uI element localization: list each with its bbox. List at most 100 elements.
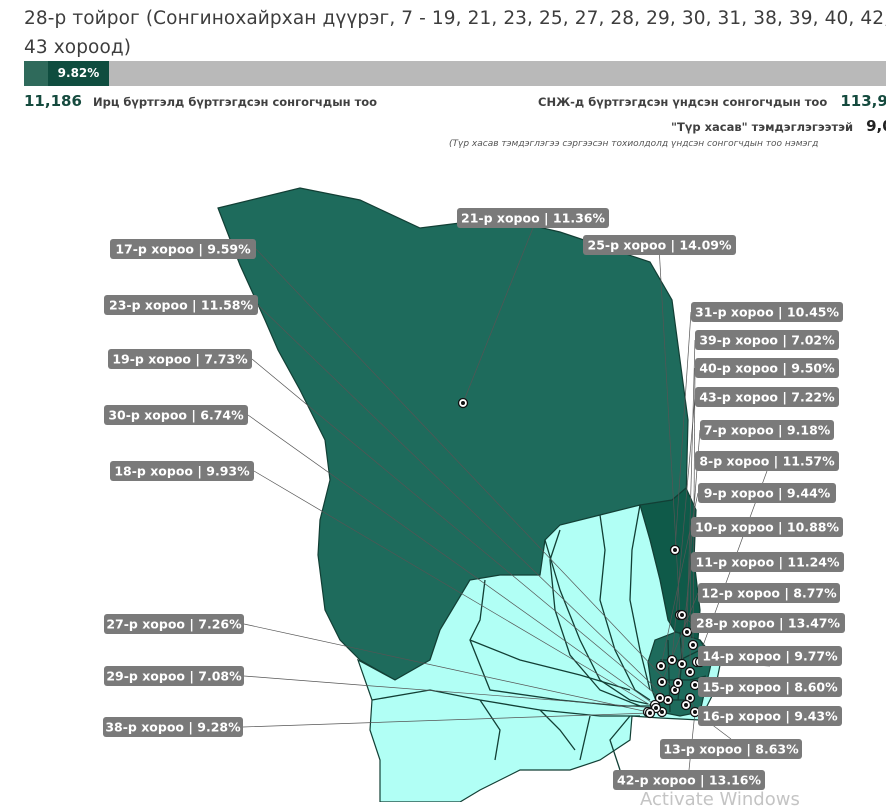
label-box xyxy=(613,770,765,790)
centroid-dot-7 xyxy=(680,662,684,666)
label-box xyxy=(691,613,845,633)
khoroo-label-25[interactable]: 25-р хороо | 14.09% xyxy=(583,235,736,255)
khoroo-label-14[interactable]: 14-р хороо | 9.77% xyxy=(698,646,842,666)
khoroo-label-29[interactable]: 29-р хороо | 7.08% xyxy=(104,666,244,686)
label-text: 9-р хороо | 9.44% xyxy=(704,486,831,501)
regions-layer xyxy=(217,187,721,802)
centroid-dot-16 xyxy=(688,696,692,700)
centroid-dot-18 xyxy=(660,710,664,714)
leader-line-17 xyxy=(255,248,676,691)
label-text: 18-р хороо | 9.93% xyxy=(114,464,250,479)
centroid-dot-15 xyxy=(693,683,697,687)
label-box xyxy=(104,666,244,686)
khoroo-label-11[interactable]: 11-р хороо | 11.24% xyxy=(691,552,844,572)
khoroo-label-27[interactable]: 27-р хороо | 7.26% xyxy=(104,614,244,634)
centroid-dot-42 xyxy=(693,710,697,714)
centroid-dot-39 xyxy=(685,630,689,634)
khoroo-label-17[interactable]: 17-р хороо | 9.59% xyxy=(110,239,256,259)
label-box xyxy=(695,330,839,350)
centroid-dot-29 xyxy=(654,706,658,710)
khoroo-label-43[interactable]: 43-р хороо | 7.22% xyxy=(695,387,839,407)
khoroo-label-16[interactable]: 16-р хороо | 9.43% xyxy=(698,706,842,726)
temporary-stat: "Түр хасав" тэмдэглэгээтэй 9,0 xyxy=(665,116,886,135)
label-box xyxy=(583,235,736,255)
khoroo-label-31[interactable]: 31-р хороо | 10.45% xyxy=(691,302,843,322)
label-box xyxy=(104,295,258,315)
centroid-dot-31 xyxy=(673,548,677,552)
label-box xyxy=(698,483,836,503)
turnout-stat: 11,186 Ирц бүртгэлд бүртгэгдсэн сонгогчд… xyxy=(24,91,377,110)
khoroo-label-39[interactable]: 39-р хороо | 7.02% xyxy=(695,330,839,350)
label-text: 25-р хороо | 14.09% xyxy=(588,238,732,253)
label-text: 15-р хороо | 8.60% xyxy=(702,680,838,695)
progress-fill: 9.82% xyxy=(48,61,109,86)
label-text: 28-р хороо | 13.47% xyxy=(696,616,840,631)
centroid-dot-10 xyxy=(688,670,692,674)
khoroo-label-10[interactable]: 10-р хороо | 10.88% xyxy=(691,517,843,537)
centroid-dot-9 xyxy=(659,664,663,668)
leader-line-19 xyxy=(251,358,661,699)
leader-line-25 xyxy=(659,254,681,616)
label-text: 31-р хороо | 10.45% xyxy=(695,305,839,320)
leader-line-31 xyxy=(674,311,692,551)
khoroo-label-9[interactable]: 9-р хороо | 9.44% xyxy=(698,483,836,503)
label-text: 42-р хороо | 13.16% xyxy=(617,773,761,788)
turnout-value: 11,186 xyxy=(24,92,82,110)
label-text: 19-р хороо | 7.73% xyxy=(112,352,248,367)
label-text: 29-р хороо | 7.08% xyxy=(106,669,242,684)
label-text: 38-р хороо | 9.28% xyxy=(105,720,241,735)
centroid-dot-12 xyxy=(660,680,664,684)
leader-line-30 xyxy=(247,414,656,706)
temporary-value: 9,0 xyxy=(866,117,886,135)
centroid-dot-19 xyxy=(658,696,662,700)
khoroo-label-23[interactable]: 23-р хороо | 11.58% xyxy=(104,295,258,315)
label-box xyxy=(695,387,839,407)
label-text: 8-р хороо | 11.57% xyxy=(699,454,835,469)
centroid-dot-43 xyxy=(670,658,674,662)
label-box xyxy=(110,239,256,259)
label-box xyxy=(457,208,609,228)
label-box xyxy=(104,614,244,634)
khoroo-labels: 21-р хороо | 11.36% 25-р хороо | 14.09% 17… xyxy=(103,208,845,790)
khoroo-label-42[interactable]: 42-р хороо | 13.16% xyxy=(613,770,765,790)
khoroo-label-38[interactable]: 38-р хороо | 9.28% xyxy=(103,717,243,737)
page-title: 28-р тойрог (Сонгинохайрхан дүүрэг, 7 - … xyxy=(24,8,886,58)
leader-line-23 xyxy=(257,304,669,701)
khoroo-label-12[interactable]: 12-р хороо | 8.77% xyxy=(698,583,840,603)
khoroo-label-7[interactable]: 7-р хороо | 9.18% xyxy=(700,420,834,440)
khoroo-label-19[interactable]: 19-р хороо | 7.73% xyxy=(108,349,252,369)
khoroo-label-30[interactable]: 30-р хороо | 6.74% xyxy=(104,405,248,425)
khoroo-label-8[interactable]: 8-р хороо | 11.57% xyxy=(695,451,839,471)
label-text: 11-р хороо | 11.24% xyxy=(696,555,840,570)
label-text: 27-р хороо | 7.26% xyxy=(106,617,242,632)
label-box xyxy=(104,405,248,425)
leader-line-12 xyxy=(661,592,699,683)
label-box xyxy=(660,739,802,759)
centroid-dot-13 xyxy=(684,703,688,707)
label-box xyxy=(691,552,844,572)
khoroo-label-15[interactable]: 15-р хороо | 8.60% xyxy=(698,677,842,697)
khoroo-label-13[interactable]: 13-р хороо | 8.63% xyxy=(660,739,802,759)
footnote: (Түр хасав тэмдэглэгээ сэргээсэн тохиолд… xyxy=(449,139,819,149)
khoroo-label-28[interactable]: 28-р хороо | 13.47% xyxy=(691,613,845,633)
label-text: 39-р хороо | 7.02% xyxy=(699,333,835,348)
registered-value: 113,9 xyxy=(840,92,886,110)
leader-line-29 xyxy=(243,675,657,709)
label-box xyxy=(103,717,243,737)
label-text: 21-р хороо | 11.36% xyxy=(461,211,605,226)
khoroo-label-21[interactable]: 21-р хороо | 11.36% xyxy=(457,208,609,228)
khoroo-label-40[interactable]: 40-р хороо | 9.50% xyxy=(695,358,839,378)
label-text: 23-р хороо | 11.58% xyxy=(109,298,253,313)
temporary-label: "Түр хасав" тэмдэглэгээтэй xyxy=(671,120,854,134)
label-text: 43-р хороо | 7.22% xyxy=(699,390,835,405)
label-box xyxy=(110,461,254,481)
watermark: Activate Windows xyxy=(640,789,800,810)
label-box xyxy=(695,358,839,378)
centroid-dot-11 xyxy=(676,681,680,685)
label-text: 16-р хороо | 9.43% xyxy=(702,709,838,724)
leader-line-21 xyxy=(462,227,534,404)
centroid-dot-23 xyxy=(666,698,670,702)
label-box xyxy=(691,302,843,322)
progress-shade xyxy=(24,61,48,86)
khoroo-label-18[interactable]: 18-р хороо | 9.93% xyxy=(110,461,254,481)
